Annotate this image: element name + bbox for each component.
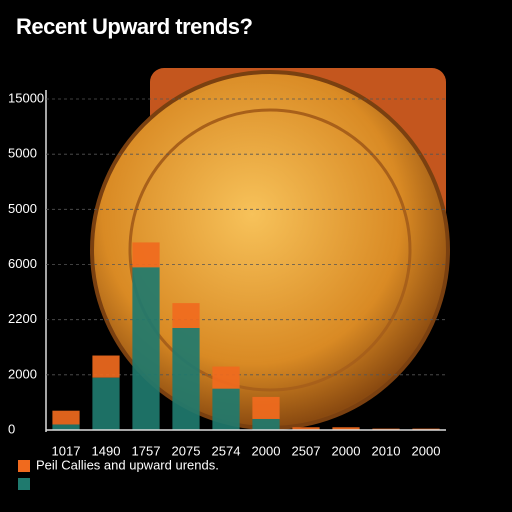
bar-segment (212, 366, 240, 389)
y-tick-label: 2000 (8, 366, 37, 381)
bar-segment (212, 388, 240, 430)
x-tick-label: 2010 (372, 443, 401, 458)
legend-label: Peil Callies and upward urends. (36, 457, 219, 472)
x-tick-label: 2075 (172, 443, 201, 458)
bar-segment (332, 427, 360, 430)
coin-inner-ring (128, 108, 412, 392)
y-tick-label: 15000 (8, 90, 44, 105)
x-tick-label: 2574 (212, 443, 241, 458)
y-tick-label: 5000 (8, 201, 37, 216)
bar-segment (52, 410, 80, 425)
bar-segment (92, 377, 120, 430)
legend-swatch (18, 460, 30, 472)
x-tick-label: 1017 (52, 443, 81, 458)
bar-segment (292, 427, 320, 430)
y-tick-label: 0 (8, 421, 15, 436)
bar-segment (252, 418, 280, 430)
chart-title: Recent Upward trends? (16, 14, 252, 39)
x-tick-label: 2000 (412, 443, 441, 458)
bar-segment (172, 327, 200, 430)
x-tick-label: 2000 (252, 443, 281, 458)
bar-segment (52, 424, 80, 430)
x-tick-label: 2507 (292, 443, 321, 458)
legend-swatch (18, 478, 30, 490)
bar-segment (132, 267, 160, 430)
bar-segment (132, 242, 160, 268)
bar-segment (252, 396, 280, 419)
x-tick-label: 1490 (92, 443, 121, 458)
y-tick-label: 5000 (8, 146, 37, 161)
bar-segment (172, 303, 200, 328)
x-tick-label: 2000 (332, 443, 361, 458)
bar-segment (92, 355, 120, 378)
x-tick-label: 1757 (132, 443, 161, 458)
y-tick-label: 2200 (8, 311, 37, 326)
y-tick-label: 6000 (8, 256, 37, 271)
